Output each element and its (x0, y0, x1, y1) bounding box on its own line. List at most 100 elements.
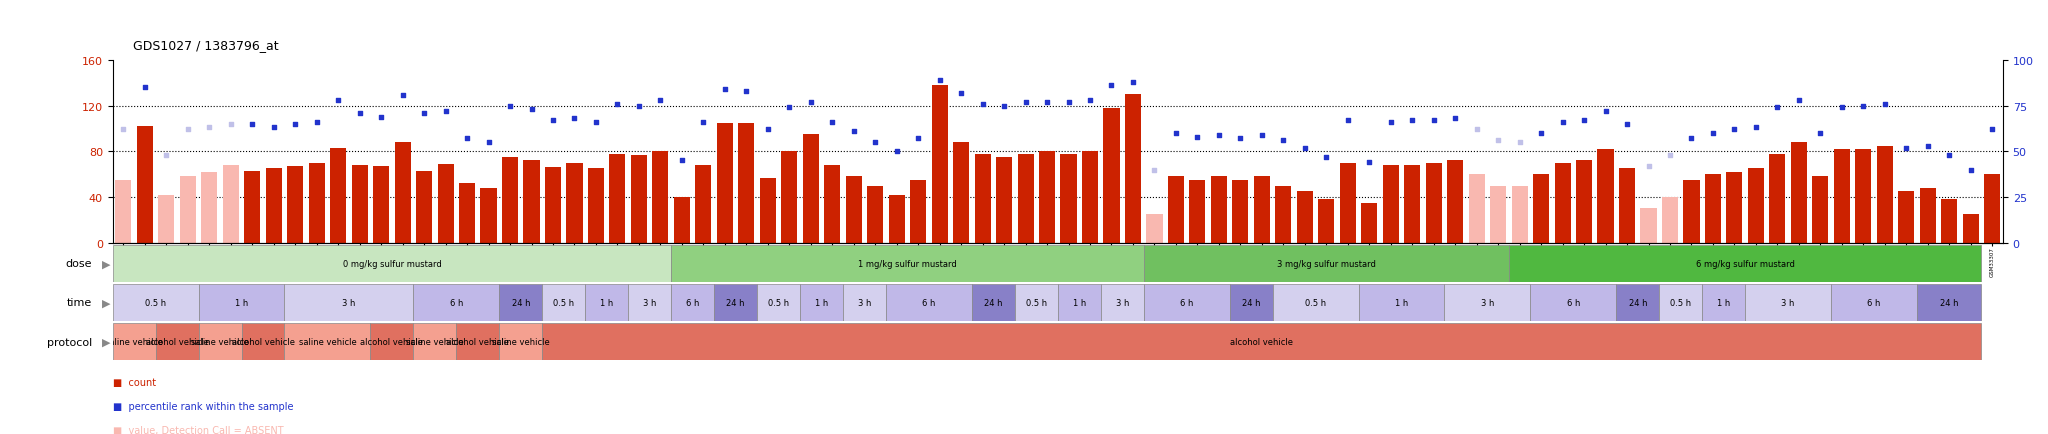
Bar (1898, 192, 1915, 243)
Point (1933, 152, 1966, 159)
Bar (823, 165, 840, 243)
Text: ▶: ▶ (102, 298, 111, 308)
Bar (1855, 150, 1872, 243)
FancyBboxPatch shape (242, 323, 285, 360)
Point (1675, 136, 1708, 143)
Point (729, 88, 762, 95)
Bar (1985, 174, 2001, 243)
Text: ▶: ▶ (102, 259, 111, 269)
FancyBboxPatch shape (1143, 245, 1509, 282)
Bar (610, 154, 625, 243)
Bar (1405, 165, 1419, 243)
Bar (223, 165, 240, 243)
Bar (1339, 163, 1356, 243)
Bar (1061, 154, 1077, 243)
FancyBboxPatch shape (1016, 284, 1057, 321)
Point (1868, 101, 1901, 108)
Point (1202, 132, 1235, 139)
Text: 0.5 h: 0.5 h (1026, 298, 1047, 307)
Point (193, 125, 225, 132)
Point (537, 118, 569, 125)
Point (1053, 99, 1085, 106)
Bar (266, 169, 283, 243)
FancyBboxPatch shape (285, 323, 371, 360)
Text: 24 h: 24 h (1241, 298, 1260, 307)
Point (1245, 132, 1278, 139)
Point (643, 97, 676, 104)
Text: 24 h: 24 h (512, 298, 530, 307)
Point (1096, 83, 1128, 90)
Text: alcohol vehicle: alcohol vehicle (145, 337, 209, 346)
FancyBboxPatch shape (758, 284, 801, 321)
Bar (1597, 150, 1614, 243)
Bar (588, 169, 604, 243)
Point (815, 119, 848, 126)
Bar (889, 195, 905, 243)
Point (1073, 97, 1106, 104)
FancyBboxPatch shape (1509, 245, 1982, 282)
Bar (846, 177, 862, 243)
Bar (244, 171, 260, 243)
Bar (1554, 163, 1571, 243)
Bar (1319, 200, 1335, 243)
Bar (524, 161, 539, 243)
FancyBboxPatch shape (1057, 284, 1100, 321)
Point (172, 127, 205, 134)
Point (1524, 130, 1556, 137)
Bar (1577, 161, 1591, 243)
Text: 24 h: 24 h (727, 298, 745, 307)
Point (129, 85, 162, 92)
Text: saline vehicle: saline vehicle (299, 337, 356, 346)
Bar (1018, 154, 1034, 243)
Bar (932, 86, 948, 243)
Text: 1 h: 1 h (1716, 298, 1731, 307)
FancyBboxPatch shape (113, 323, 156, 360)
Text: protocol: protocol (47, 337, 92, 347)
FancyBboxPatch shape (1659, 284, 1702, 321)
Point (838, 128, 870, 135)
Text: 6 h: 6 h (1567, 298, 1579, 307)
FancyBboxPatch shape (629, 284, 672, 321)
FancyBboxPatch shape (1143, 284, 1229, 321)
Point (1417, 118, 1450, 125)
Bar (1511, 186, 1528, 243)
Point (430, 108, 463, 115)
Text: saline vehicle: saline vehicle (104, 337, 164, 346)
Bar (567, 163, 582, 243)
Point (1825, 105, 1858, 112)
Point (1483, 138, 1516, 145)
Text: 0.5 h: 0.5 h (1671, 298, 1692, 307)
Bar (1147, 214, 1163, 243)
Bar (1812, 177, 1829, 243)
Text: 6 h: 6 h (1180, 298, 1194, 307)
Text: 1 h: 1 h (236, 298, 248, 307)
Bar (1833, 150, 1849, 243)
Point (494, 103, 526, 110)
FancyBboxPatch shape (1530, 284, 1616, 321)
Point (967, 101, 999, 108)
Bar (717, 123, 733, 243)
Text: 3 mg/kg sulfur mustard: 3 mg/kg sulfur mustard (1276, 259, 1376, 268)
Text: 6 mg/kg sulfur mustard: 6 mg/kg sulfur mustard (1696, 259, 1794, 268)
Text: 1 mg/kg sulfur mustard: 1 mg/kg sulfur mustard (858, 259, 956, 268)
Text: 6 h: 6 h (1868, 298, 1880, 307)
Point (881, 148, 913, 155)
FancyBboxPatch shape (414, 323, 457, 360)
Text: 1 h: 1 h (815, 298, 827, 307)
Point (1782, 97, 1815, 104)
Bar (201, 172, 217, 243)
Bar (330, 148, 346, 243)
FancyBboxPatch shape (543, 323, 1982, 360)
Text: saline vehicle: saline vehicle (190, 337, 250, 346)
Point (580, 119, 612, 126)
Point (772, 105, 805, 112)
Bar (1769, 154, 1786, 243)
Point (600, 101, 633, 108)
Text: ■  count: ■ count (113, 378, 156, 388)
Point (1890, 145, 1923, 152)
FancyBboxPatch shape (457, 323, 500, 360)
Point (1440, 115, 1473, 122)
Bar (1233, 181, 1249, 243)
Bar (952, 143, 969, 243)
Point (901, 136, 934, 143)
